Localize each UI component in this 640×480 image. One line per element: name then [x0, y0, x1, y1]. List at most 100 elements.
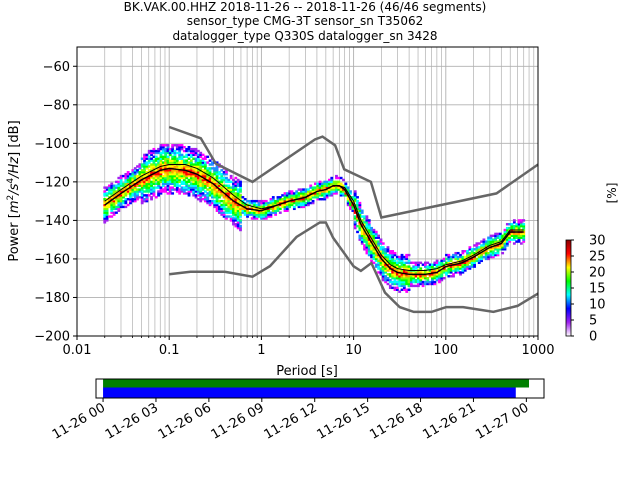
density-cell	[402, 284, 406, 288]
density-cell	[515, 234, 519, 238]
density-cell	[124, 178, 128, 182]
density-cell	[323, 186, 327, 189]
density-cell	[178, 161, 182, 164]
density-cell	[330, 182, 334, 185]
density-cell	[218, 180, 221, 184]
density-cell	[257, 213, 261, 216]
density-cell	[203, 198, 207, 201]
density-cell	[234, 182, 238, 185]
density-cell	[199, 167, 203, 170]
density-cell	[213, 196, 217, 199]
density-cell	[292, 205, 296, 209]
density-cell	[196, 182, 200, 185]
density-cell	[194, 163, 198, 166]
density-cell	[201, 198, 205, 201]
density-cell	[220, 169, 224, 172]
density-cell	[379, 273, 383, 276]
density-cell	[501, 248, 505, 251]
density-cell	[285, 207, 289, 211]
density-cell	[400, 263, 404, 266]
density-cell	[302, 198, 306, 201]
density-cell	[110, 194, 114, 197]
density-cell	[129, 194, 132, 197]
density-cell	[452, 255, 455, 259]
density-cell	[257, 203, 261, 207]
density-cell	[342, 192, 345, 195]
median-mode-curves	[104, 164, 524, 275]
density-cell	[147, 169, 151, 172]
density-cell	[150, 149, 153, 153]
density-cell	[131, 188, 135, 191]
density-cell	[281, 198, 285, 201]
density-cell	[426, 280, 430, 284]
density-cell	[173, 149, 177, 153]
density-cell	[377, 259, 381, 263]
density-cell	[150, 157, 153, 160]
density-cell	[225, 190, 228, 193]
density-cell	[199, 155, 203, 159]
density-cell	[239, 207, 242, 211]
density-cell	[391, 277, 395, 280]
density-cell	[318, 192, 322, 195]
density-cell	[496, 236, 500, 239]
density-cell	[253, 211, 256, 214]
density-cell	[342, 194, 345, 197]
density-cell	[377, 236, 381, 239]
density-cell	[147, 165, 151, 168]
chart-title-line1: BK.VAK.00.HHZ 2018-11-26 -- 2018-11-26 (…	[124, 0, 487, 14]
density-cell	[189, 149, 193, 153]
density-cell	[363, 221, 366, 224]
density-cell	[164, 180, 168, 184]
density-cell	[192, 167, 196, 170]
density-cell	[386, 277, 390, 280]
colorbar-tick-label: 0	[589, 330, 597, 345]
density-cell	[402, 277, 406, 280]
density-cell	[201, 172, 205, 176]
x-axis-ticks: 0.01 0.1 1 10 100 1000	[63, 336, 555, 358]
density-cell	[236, 224, 240, 228]
density-cell	[164, 163, 168, 166]
density-cell	[119, 176, 123, 180]
density-cell	[236, 184, 240, 187]
density-cell	[400, 265, 404, 268]
density-cell	[412, 265, 416, 268]
density-cell	[236, 223, 240, 226]
y-tick-label: −160	[34, 252, 70, 267]
noise-model-curves	[168, 125, 539, 314]
density-cell	[482, 255, 486, 259]
density-cell	[143, 161, 146, 164]
density-cell	[475, 250, 479, 253]
density-cell	[164, 190, 168, 193]
density-cell	[463, 261, 467, 264]
density-cell	[164, 169, 168, 172]
density-cell	[150, 180, 153, 184]
density-cell	[234, 213, 238, 216]
density-cell	[117, 186, 121, 189]
density-cell	[393, 251, 397, 255]
density-cell	[232, 178, 235, 182]
density-cell	[381, 271, 385, 274]
density-cell	[323, 180, 327, 184]
density-cell	[115, 180, 118, 184]
density-cell	[157, 190, 160, 193]
density-cell	[138, 171, 142, 174]
density-cell	[459, 253, 462, 257]
density-cell	[346, 186, 350, 189]
density-cell	[164, 161, 168, 164]
density-cell	[147, 186, 151, 189]
density-cell	[267, 211, 270, 214]
density-cell	[480, 253, 483, 257]
colorbar-tick-label: 25	[589, 250, 606, 265]
density-cell	[496, 253, 500, 257]
density-cell	[395, 255, 399, 259]
density-cell	[234, 223, 238, 226]
density-cell	[196, 194, 200, 197]
density-cell	[325, 194, 329, 197]
density-cell	[431, 278, 434, 282]
density-cell	[140, 194, 144, 197]
density-cell	[395, 288, 399, 291]
density-cell	[199, 176, 203, 180]
psd-plot-area: 0.01 0.1 1 10 100 1000 −60−80−100−120−140−160…	[34, 46, 555, 358]
density-cell	[105, 219, 109, 222]
density-cell	[391, 257, 395, 261]
